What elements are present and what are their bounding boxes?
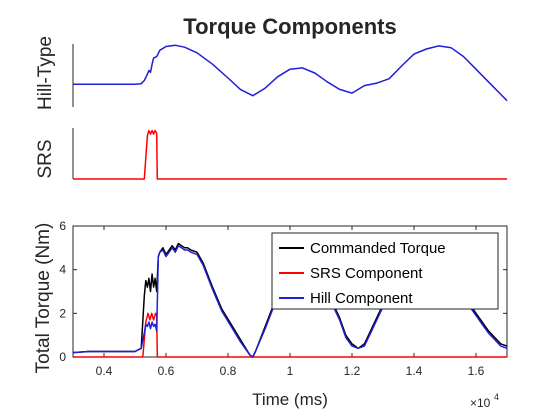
legend-label-commanded: Commanded Torque — [310, 240, 446, 257]
x-tick-label: 1.2 — [344, 364, 361, 378]
x-axis-label: Time (ms) — [252, 390, 328, 409]
x-tick-label: 1.6 — [468, 364, 485, 378]
x-axis-exponent-base: ×10 — [470, 396, 491, 410]
panel-total-torque-ylabel: Total Torque (Nm) — [33, 223, 54, 374]
x-axis-exponent-power: 4 — [494, 392, 499, 402]
y-tick-label: 6 — [59, 219, 66, 233]
x-tick-label: 0.6 — [158, 364, 175, 378]
y-tick-label: 2 — [59, 306, 66, 320]
legend-label-hill: Hill Component — [310, 290, 413, 307]
panel-hill-type-ylabel: Hill-Type — [35, 36, 56, 110]
legend: Commanded Torque SRS Component Hill Comp… — [272, 233, 498, 309]
x-tick-label: 1.4 — [406, 364, 423, 378]
x-tick-label: 0.8 — [220, 364, 237, 378]
legend-label-srs: SRS Component — [310, 265, 423, 282]
y-tick-label: 0 — [59, 350, 66, 364]
panel-srs-ylabel: SRS — [35, 139, 56, 178]
y-tick-label: 4 — [59, 263, 66, 277]
x-tick-label: 1 — [287, 364, 294, 378]
x-tick-label: 0.4 — [96, 364, 113, 378]
chart-title: Torque Components — [183, 14, 396, 39]
